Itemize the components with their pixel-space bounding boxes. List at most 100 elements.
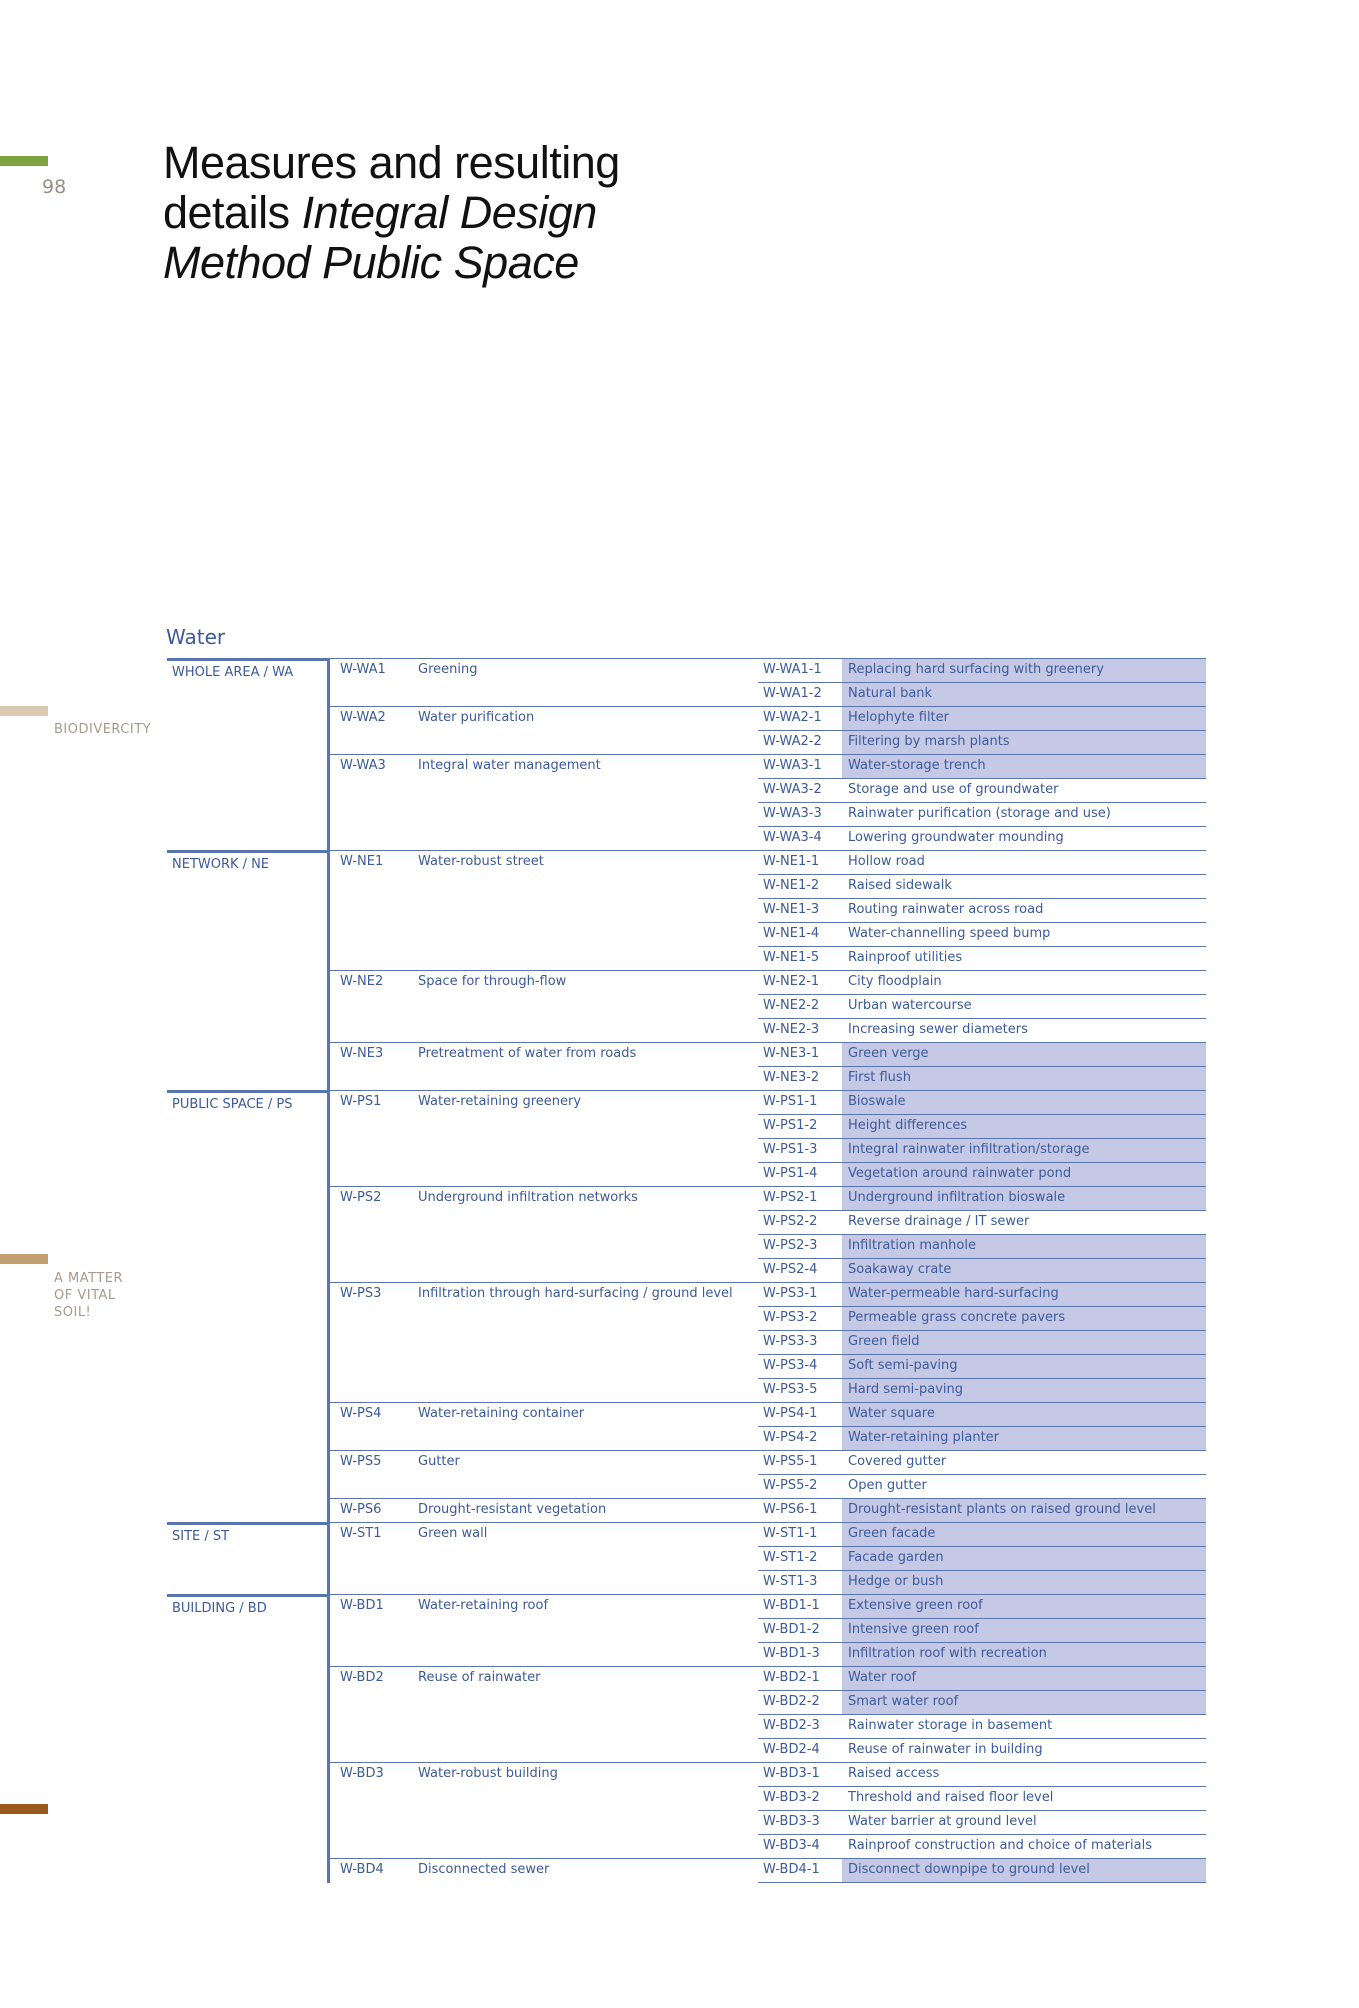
detail-rule bbox=[758, 1786, 1206, 1787]
detail-rule bbox=[758, 1810, 1206, 1811]
detail-name: Reverse drainage / IT sewer bbox=[848, 1214, 1030, 1229]
detail-code: W-WA1-2 bbox=[763, 686, 822, 701]
highlight bbox=[842, 1619, 1206, 1642]
detail-code: W-BD2-1 bbox=[763, 1670, 820, 1685]
detail-name: Permeable grass concrete pavers bbox=[848, 1310, 1066, 1325]
detail-name: City floodplain bbox=[848, 974, 942, 989]
side-label: BIODIVERCITY bbox=[54, 722, 152, 737]
detail-code: W-BD3-1 bbox=[763, 1766, 820, 1781]
scale-name: NETWORK / NE bbox=[172, 857, 270, 872]
detail-rule bbox=[758, 682, 1206, 683]
detail-rule bbox=[758, 778, 1206, 779]
detail-code: W-WA3-3 bbox=[763, 806, 822, 821]
measure-name: Water-retaining roof bbox=[418, 1598, 549, 1613]
detail-name: Increasing sewer diameters bbox=[848, 1022, 1028, 1037]
measure-name: Water-retaining greenery bbox=[418, 1094, 582, 1109]
measure-name: Gutter bbox=[418, 1454, 460, 1469]
detail-name: Open gutter bbox=[848, 1478, 927, 1493]
detail-code: W-PS4-1 bbox=[763, 1406, 818, 1421]
detail-code: W-PS2-2 bbox=[763, 1214, 818, 1229]
detail-name: Infiltration manhole bbox=[848, 1238, 976, 1253]
scale-rule bbox=[167, 1090, 330, 1093]
detail-rule bbox=[758, 1834, 1206, 1835]
highlight bbox=[842, 1139, 1206, 1162]
detail-rule bbox=[758, 730, 1206, 731]
highlight bbox=[842, 1667, 1206, 1690]
detail-rule bbox=[758, 1378, 1206, 1379]
highlight bbox=[842, 1499, 1206, 1522]
measure-rule bbox=[328, 1042, 1206, 1043]
detail-code: W-ST1-1 bbox=[763, 1526, 818, 1541]
measure-name: Space for through-flow bbox=[418, 974, 567, 989]
detail-rule bbox=[758, 826, 1206, 827]
detail-name: Underground infiltration bioswale bbox=[848, 1190, 1066, 1205]
scale-rule bbox=[167, 1594, 330, 1597]
highlight bbox=[842, 1643, 1206, 1666]
green-bar bbox=[0, 156, 48, 166]
detail-name: Soakaway crate bbox=[848, 1262, 952, 1277]
detail-rule bbox=[758, 1570, 1206, 1571]
measure-code: W-PS1 bbox=[340, 1094, 382, 1109]
measure-name: Water purification bbox=[418, 710, 535, 725]
detail-code: W-WA2-1 bbox=[763, 710, 822, 725]
measure-code: W-NE2 bbox=[340, 974, 384, 989]
detail-code: W-BD1-1 bbox=[763, 1598, 820, 1613]
measure-code: W-BD3 bbox=[340, 1766, 384, 1781]
detail-code: W-BD2-3 bbox=[763, 1718, 820, 1733]
detail-name: Urban watercourse bbox=[848, 998, 972, 1013]
detail-rule bbox=[758, 1138, 1206, 1139]
measure-code: W-WA1 bbox=[340, 662, 386, 677]
highlight bbox=[842, 1235, 1206, 1258]
tan-bar bbox=[0, 706, 48, 716]
title: Measures and resulting details Integral … bbox=[163, 138, 620, 288]
detail-code: W-BD1-3 bbox=[763, 1646, 820, 1661]
detail-code: W-BD2-4 bbox=[763, 1742, 820, 1757]
detail-code: W-NE1-1 bbox=[763, 854, 820, 869]
detail-code: W-PS3-3 bbox=[763, 1334, 818, 1349]
detail-rule bbox=[758, 1426, 1206, 1427]
scale-name: SITE / ST bbox=[172, 1529, 230, 1544]
detail-name: Water-permeable hard-surfacing bbox=[848, 1286, 1059, 1301]
detail-rule bbox=[758, 802, 1206, 803]
detail-code: W-BD1-2 bbox=[763, 1622, 820, 1637]
highlight bbox=[842, 683, 1206, 706]
measure-rule bbox=[328, 1594, 1206, 1595]
detail-name: Vegetation around rainwater pond bbox=[848, 1166, 1072, 1181]
measure-code: W-PS2 bbox=[340, 1190, 382, 1205]
detail-code: W-NE1-2 bbox=[763, 878, 820, 893]
measure-rule bbox=[328, 1282, 1206, 1283]
measure-code: W-WA3 bbox=[340, 758, 386, 773]
detail-code: W-PS1-1 bbox=[763, 1094, 818, 1109]
highlight bbox=[842, 731, 1206, 754]
highlight bbox=[842, 1283, 1206, 1306]
detail-rule bbox=[758, 1546, 1206, 1547]
detail-name: Rainproof utilities bbox=[848, 950, 963, 965]
detail-code: W-NE2-1 bbox=[763, 974, 820, 989]
detail-code: W-PS5-1 bbox=[763, 1454, 818, 1469]
detail-name: Facade garden bbox=[848, 1550, 944, 1565]
detail-code: W-PS3-5 bbox=[763, 1382, 818, 1397]
measure-name: Pretreatment of water from roads bbox=[418, 1046, 637, 1061]
highlight bbox=[842, 1331, 1206, 1354]
measure-rule bbox=[328, 754, 1206, 755]
detail-name: Helophyte filter bbox=[848, 710, 949, 725]
detail-code: W-NE2-2 bbox=[763, 998, 820, 1013]
highlight bbox=[842, 755, 1206, 778]
highlight bbox=[842, 1091, 1206, 1114]
scale-rule bbox=[167, 850, 330, 853]
highlight bbox=[842, 1571, 1206, 1594]
detail-rule bbox=[758, 1738, 1206, 1739]
detail-name: Green field bbox=[848, 1334, 920, 1349]
detail-name: Replacing hard surfacing with greenery bbox=[848, 662, 1104, 677]
detail-rule bbox=[758, 946, 1206, 947]
measure-name: Underground infiltration networks bbox=[418, 1190, 638, 1205]
detail-code: W-WA2-2 bbox=[763, 734, 822, 749]
measure-rule bbox=[328, 1762, 1206, 1763]
page-number: 98 bbox=[42, 176, 67, 198]
detail-code: W-NE1-3 bbox=[763, 902, 820, 917]
title-line: details bbox=[163, 187, 290, 238]
measure-rule bbox=[328, 1450, 1206, 1451]
detail-rule bbox=[758, 1642, 1206, 1643]
measure-rule bbox=[328, 706, 1206, 707]
detail-code: W-PS3-1 bbox=[763, 1286, 818, 1301]
